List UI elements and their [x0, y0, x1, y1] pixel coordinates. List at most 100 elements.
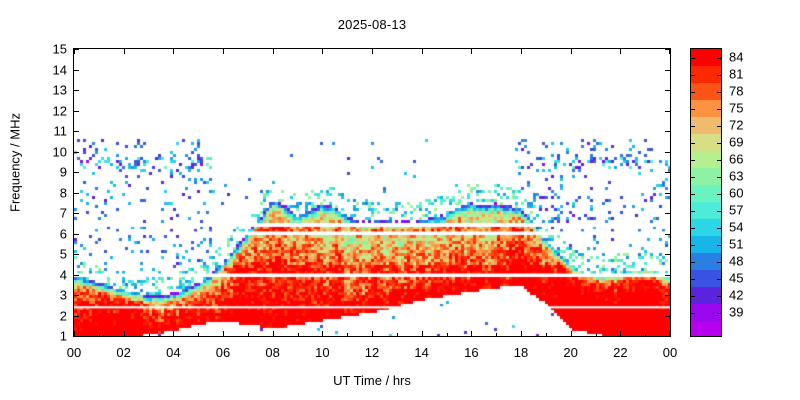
- colorbar-segment: [691, 304, 721, 322]
- x-tick-mark: [669, 331, 670, 336]
- colorbar-tick-label: 72: [729, 117, 744, 132]
- colorbar-tick-mark: [717, 176, 721, 178]
- y-tick-label: 2: [59, 308, 67, 323]
- x-tick-mark: [570, 331, 572, 336]
- x-tick-label: 12: [364, 345, 380, 360]
- colorbar-tick-mark: [691, 278, 695, 280]
- colorbar-tick-mark: [691, 125, 695, 127]
- x-tick-mark: [322, 49, 324, 54]
- colorbar-tick-mark: [717, 125, 721, 127]
- y-tick-mark: [74, 69, 79, 71]
- x-axis-label: UT Time / hrs: [333, 373, 411, 388]
- spectrogram-heatmap[interactable]: [74, 49, 670, 336]
- x-tick-mark: [521, 49, 522, 54]
- page-title: 2025-08-13: [337, 17, 407, 32]
- colorbar-tick-label: 78: [729, 83, 744, 98]
- x-tick-mark: [421, 49, 423, 54]
- y-tick-mark: [74, 151, 79, 153]
- x-tick-label: 20: [563, 345, 578, 360]
- colorbar-tick-mark: [691, 142, 695, 144]
- y-tick-mark: [665, 49, 670, 50]
- y-axis: 1 2 3 4 5 6 7 8 9 10 11 12 13 14 15: [0, 43, 73, 343]
- colorbar-tick-mark: [691, 210, 695, 212]
- x-tick-label: 02: [116, 345, 131, 360]
- colorbar-segment: [691, 100, 721, 118]
- x-minor-tick-mark: [247, 333, 249, 336]
- colorbar-tick-mark: [691, 312, 695, 314]
- y-tick-mark: [665, 151, 670, 153]
- x-tick-mark: [471, 331, 473, 336]
- x-tick-mark: [471, 49, 473, 54]
- colorbar-tick-mark: [717, 74, 721, 76]
- colorbar-tick-label: 42: [729, 287, 744, 302]
- x-minor-tick-mark: [98, 333, 100, 336]
- x-minor-tick-mark: [297, 333, 299, 336]
- x-tick-mark: [123, 49, 125, 54]
- colorbar-tick-mark: [717, 142, 721, 144]
- y-tick-label: 6: [59, 226, 67, 241]
- x-tick-mark: [123, 331, 125, 336]
- colorbar-tick-label: 84: [729, 49, 744, 64]
- colorbar-tick-label: 81: [729, 66, 744, 81]
- y-tick-mark: [665, 69, 670, 71]
- y-tick-label: 10: [52, 144, 67, 159]
- y-tick-mark: [74, 274, 79, 276]
- x-tick-mark: [372, 49, 373, 54]
- colorbar-tick-label: 57: [729, 202, 744, 217]
- colorbar-tick-mark: [717, 261, 721, 263]
- x-tick-label: 06: [215, 345, 231, 360]
- y-tick-mark: [665, 274, 670, 276]
- colorbar-tick-mark: [691, 261, 695, 263]
- colorbar-tick-label: 69: [729, 134, 744, 149]
- y-tick-mark: [74, 131, 79, 132]
- y-tick-mark: [665, 131, 670, 132]
- colorbar-tick-mark: [691, 57, 695, 59]
- colorbar-tick-mark: [717, 108, 721, 110]
- x-tick-label: 00: [662, 345, 678, 360]
- y-tick-mark: [74, 172, 79, 173]
- colorbar-tick-mark: [717, 91, 721, 93]
- colorbar-tick-mark: [717, 57, 721, 59]
- x-tick-mark: [74, 331, 75, 336]
- x-tick-label: 04: [166, 345, 181, 360]
- colorbar-segment: [691, 270, 721, 288]
- colorbar-tick-mark: [717, 244, 721, 246]
- colorbar-tick-mark: [691, 91, 695, 93]
- x-tick-mark: [421, 331, 423, 336]
- x-tick-mark: [570, 49, 572, 54]
- y-tick-mark: [665, 110, 670, 112]
- colorbar-tick-mark: [717, 210, 721, 212]
- x-minor-tick-mark: [446, 333, 448, 336]
- y-tick-mark: [74, 213, 79, 214]
- y-tick-mark: [74, 110, 79, 112]
- y-tick-mark: [74, 254, 79, 255]
- colorbar-tick-label: 63: [729, 168, 744, 183]
- y-tick-mark: [74, 90, 79, 91]
- plot-area[interactable]: [73, 48, 671, 337]
- y-tick-mark: [665, 213, 670, 214]
- y-tick-label: 11: [53, 123, 68, 139]
- y-tick-mark: [74, 295, 79, 296]
- colorbar-tick-mark: [717, 193, 721, 195]
- x-tick-mark: [173, 331, 175, 336]
- x-tick-label: 08: [265, 345, 280, 360]
- colorbar-tick-mark: [691, 227, 695, 229]
- x-minor-tick-mark: [496, 333, 498, 336]
- y-tick-label: 5: [59, 246, 67, 262]
- x-tick-label: 22: [613, 345, 628, 360]
- colorbar-segment: [691, 321, 721, 336]
- x-tick-mark: [272, 49, 274, 54]
- y-tick-mark: [665, 172, 670, 173]
- x-tick-mark: [669, 49, 670, 54]
- x-axis: 00 02 04 06 08 10 12 14 16 18 20 22 00: [67, 337, 677, 367]
- colorbar-segment: [691, 236, 721, 254]
- y-tick-mark: [665, 295, 670, 296]
- colorbar-segment: [691, 253, 721, 271]
- colorbar-tick-mark: [691, 176, 695, 178]
- x-minor-tick-mark: [545, 333, 547, 336]
- x-minor-tick-mark: [148, 333, 150, 336]
- colorbar-segment: [691, 134, 721, 152]
- x-tick-mark: [74, 49, 75, 54]
- y-tick-label: 9: [59, 164, 67, 180]
